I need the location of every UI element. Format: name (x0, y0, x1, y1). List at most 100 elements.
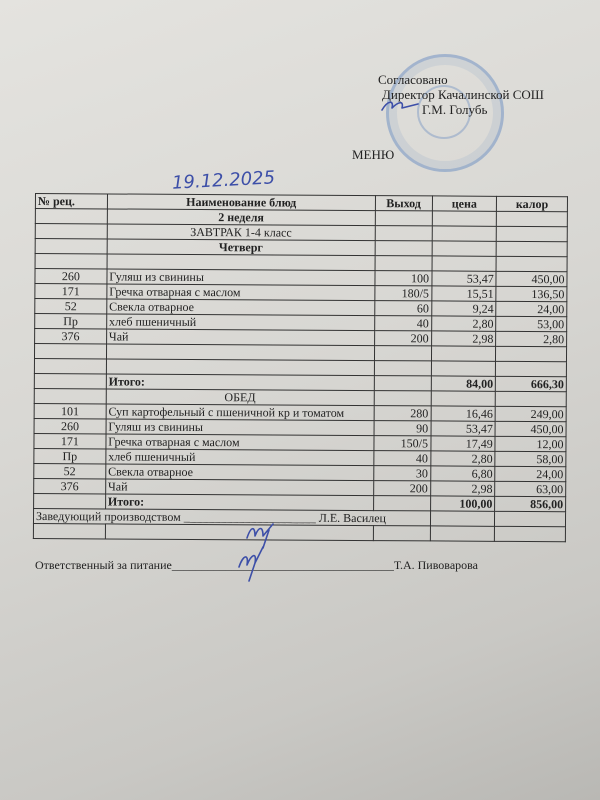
empty-cell (35, 238, 108, 254)
empty-cell (373, 375, 431, 391)
dish-name: Чай (105, 478, 374, 496)
output: 40 (374, 315, 432, 331)
section-title: ОБЕД (106, 388, 374, 406)
dish-name: Чай (106, 328, 375, 346)
empty-cell (430, 510, 495, 527)
empty-cell (495, 346, 567, 362)
empty-cell (496, 256, 568, 272)
price: 16,46 (430, 405, 496, 422)
calories: 63,00 (494, 481, 566, 497)
recipe-number: 171 (34, 283, 107, 299)
page-title: МЕНЮ (352, 147, 395, 162)
dish-name: Суп картофельный с пшеничной кр и томато… (105, 403, 374, 421)
empty-cell (496, 226, 568, 242)
total-label: Итого: (105, 493, 374, 511)
output: 180/5 (374, 285, 432, 301)
responsible-signature (238, 546, 264, 582)
price: 2,98 (430, 480, 496, 497)
calories: 12,00 (495, 436, 567, 452)
recipe-number: 376 (34, 328, 107, 344)
calories: 450,00 (496, 271, 568, 287)
price: 2,98 (431, 330, 496, 347)
dish-name: Гречка отварная с маслом (106, 283, 375, 301)
empty-cell (33, 493, 106, 509)
responsible-line: Ответственный за питание________________… (35, 558, 478, 572)
empty-cell (374, 345, 432, 361)
empty-cell (373, 525, 431, 541)
price: 53,47 (430, 420, 496, 437)
recipe-number: 376 (33, 478, 106, 494)
empty-cell (35, 208, 108, 224)
empty-cell (495, 361, 567, 377)
empty-cell (34, 373, 107, 389)
price: 2,80 (431, 315, 497, 332)
calories: 450,00 (495, 421, 567, 437)
manager-line: Заведующий производством _______________… (33, 508, 431, 526)
recipe-number: Пр (34, 313, 107, 329)
approval-position: Директор Качалинской СОШ (382, 87, 544, 102)
dish-name: Гуляш из свинины (106, 268, 375, 286)
empty-cell (431, 255, 497, 272)
header-rec: № рец. (35, 193, 108, 209)
output: 150/5 (373, 435, 431, 451)
calories: 2,80 (495, 331, 567, 347)
empty-cell (431, 240, 497, 257)
empty-cell (496, 241, 568, 257)
output: 40 (373, 450, 431, 466)
recipe-number: Пр (33, 448, 106, 464)
output: 280 (373, 405, 431, 421)
price: 15,51 (431, 285, 497, 302)
recipe-number: 101 (34, 403, 107, 419)
empty-cell (374, 255, 432, 271)
director-signature (381, 101, 419, 111)
empty-cell (105, 523, 374, 541)
empty-cell (431, 345, 496, 362)
approval-label: Согласовано (378, 72, 448, 87)
recipe-number: 52 (34, 298, 107, 314)
output: 200 (374, 330, 432, 346)
recipe-number: 171 (33, 433, 106, 449)
empty-cell (430, 360, 496, 377)
price: 6,80 (430, 465, 496, 482)
output: 60 (374, 300, 432, 316)
section-title: ЗАВТРАК 1-4 класс (107, 223, 375, 241)
calories: 249,00 (495, 406, 567, 422)
empty-cell (106, 358, 375, 376)
dish-name: хлеб пшеничный (105, 448, 374, 466)
price: 53,47 (431, 270, 497, 287)
header-output: Выход (375, 195, 433, 211)
manager-signature (246, 523, 274, 549)
empty-cell (494, 511, 566, 527)
dish-name: Свекла отварное (105, 463, 374, 481)
menu-table: № рец. Наименование блюд Выход цена кало… (33, 193, 568, 542)
calories: 24,00 (496, 301, 567, 317)
empty-cell (33, 523, 106, 539)
empty-cell (373, 390, 431, 406)
school-stamp (386, 54, 504, 172)
empty-cell (430, 390, 496, 407)
calories: 136,50 (496, 286, 567, 302)
empty-cell (374, 210, 432, 226)
output: 100 (374, 270, 432, 286)
table-row-empty (33, 523, 566, 542)
header-kcal: калор (496, 196, 568, 212)
section-title: Четверг (106, 238, 375, 256)
header-name: Наименование блюд (107, 193, 376, 211)
recipe-number: 52 (33, 463, 106, 479)
empty-cell (35, 223, 108, 239)
approval-block: Согласовано Директор Качалинской СОШ Г.М… (378, 72, 544, 117)
empty-cell (373, 495, 431, 511)
recipe-number: 260 (34, 268, 107, 284)
empty-cell (35, 253, 107, 269)
price: 9,24 (431, 300, 497, 317)
calories: 53,00 (495, 316, 567, 332)
total-calories: 856,00 (494, 496, 566, 512)
empty-cell (495, 391, 567, 407)
total-label: Итого: (106, 373, 375, 391)
output: 30 (373, 465, 431, 481)
empty-cell (34, 343, 107, 359)
approval-name: Г.М. Голубь (422, 102, 488, 117)
recipe-number: 260 (34, 418, 106, 434)
total-calories: 666,30 (495, 376, 567, 392)
price: 17,49 (430, 435, 496, 452)
